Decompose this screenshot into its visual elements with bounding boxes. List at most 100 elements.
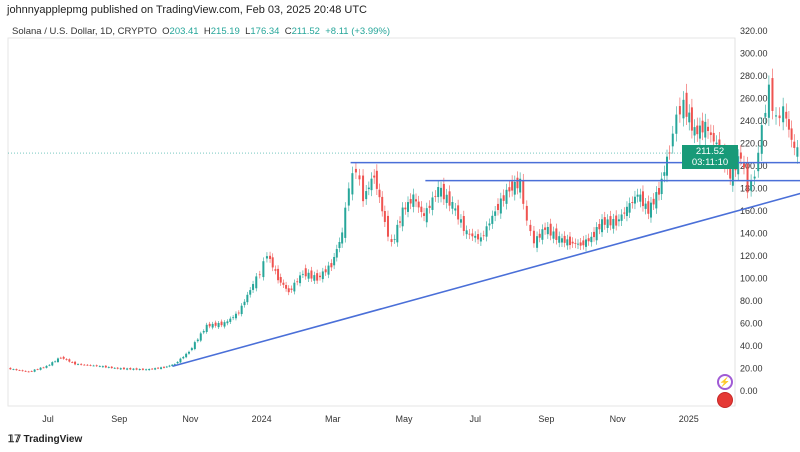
candle-body [707, 126, 710, 132]
candle-body [767, 84, 770, 118]
candle-body [625, 206, 628, 217]
candle-body [168, 365, 171, 367]
close-label: C [284, 26, 292, 37]
candle-body [92, 365, 95, 367]
candle-body [750, 180, 753, 191]
candle-body [119, 368, 122, 370]
x-tick-label: 2025 [679, 414, 699, 424]
candle-body [428, 205, 431, 208]
candle-body [65, 359, 68, 360]
symbol-legend: Solana / U.S. Dollar, 1D, CRYPTO O203.41… [12, 26, 390, 37]
candle-body [396, 224, 399, 243]
candle-body [508, 187, 511, 192]
candle-body [30, 371, 33, 372]
candle-body [160, 367, 163, 369]
candle-body [162, 366, 165, 368]
candle-body [525, 205, 528, 221]
candle-body [299, 275, 302, 284]
lightning-icon[interactable]: ⚡ [717, 374, 733, 390]
y-tick-label: 80.00 [740, 296, 763, 306]
candle-body [190, 348, 193, 351]
candle-body [782, 106, 785, 123]
candle-body [685, 92, 688, 117]
candle-body [678, 106, 681, 115]
candle-body [532, 230, 535, 244]
low-label: L [245, 26, 251, 37]
candle-body [590, 236, 593, 243]
y-tick-label: 280.00 [740, 71, 768, 81]
candle-body [246, 294, 249, 303]
plot-frame [7, 37, 736, 407]
candle-body [491, 215, 494, 224]
candle-body [417, 201, 420, 208]
candle-body [282, 282, 285, 285]
candle-body [193, 342, 196, 350]
candle-body [89, 364, 92, 366]
candle-body [775, 115, 778, 117]
candle-body [252, 284, 255, 290]
candle-body [558, 236, 561, 243]
candle-body [698, 125, 701, 139]
y-tick-label: 0.00 [740, 386, 758, 396]
candle-body [641, 191, 644, 207]
x-tick-label: Nov [182, 414, 199, 424]
candle-body [546, 226, 549, 235]
candle-body [465, 230, 468, 235]
candle-body [595, 227, 598, 241]
candle-body [585, 239, 588, 247]
candle-body [657, 188, 660, 195]
us-flag-event-icon[interactable] [717, 392, 733, 408]
candle-body [647, 201, 650, 214]
candle-body [71, 362, 74, 363]
candle-body [277, 268, 280, 281]
candle-body [579, 242, 582, 246]
candle-body [696, 125, 699, 135]
candle-body [74, 361, 77, 365]
candle-body [290, 288, 293, 290]
candle-body [293, 282, 296, 292]
last-price: 211.52 [695, 146, 725, 157]
candle-body [790, 128, 793, 140]
candle-body [576, 243, 579, 245]
candle-body [62, 356, 65, 359]
candle-body [582, 240, 585, 246]
candle-body [440, 187, 443, 197]
candle-body [737, 156, 740, 175]
candle-body [778, 115, 781, 119]
y-tick-label: 240.00 [740, 116, 768, 126]
candle-body [793, 141, 796, 148]
candle-body [423, 213, 426, 216]
candle-body [54, 361, 57, 363]
candle-body [101, 366, 104, 368]
candle-body [354, 168, 357, 173]
candle-body [693, 127, 696, 136]
candle-body [375, 170, 378, 189]
candle-body [383, 211, 386, 222]
y-tick-label: 140.00 [740, 229, 768, 239]
candle-body [482, 235, 485, 237]
candle-body [229, 318, 232, 322]
candle-body [95, 365, 98, 367]
candle-body [639, 194, 642, 202]
candle-body [116, 367, 119, 369]
candle-body [655, 192, 658, 209]
candle-body [701, 120, 704, 133]
candle-body [316, 273, 319, 281]
candle-body [77, 364, 80, 365]
candle-body [552, 231, 555, 239]
candle-body [307, 272, 310, 279]
candle-body [240, 305, 243, 315]
candle-body [135, 368, 138, 370]
candle-body [214, 322, 217, 326]
candle-body [549, 223, 552, 236]
y-tick-label: 100.00 [740, 274, 768, 284]
candle-body [113, 367, 116, 369]
candle-body [310, 270, 313, 279]
candle-body [459, 219, 462, 223]
candle-body [620, 214, 623, 221]
candle-body [715, 142, 718, 145]
candle-body [243, 301, 246, 306]
candle-body [344, 207, 347, 238]
candle-body [431, 197, 434, 210]
